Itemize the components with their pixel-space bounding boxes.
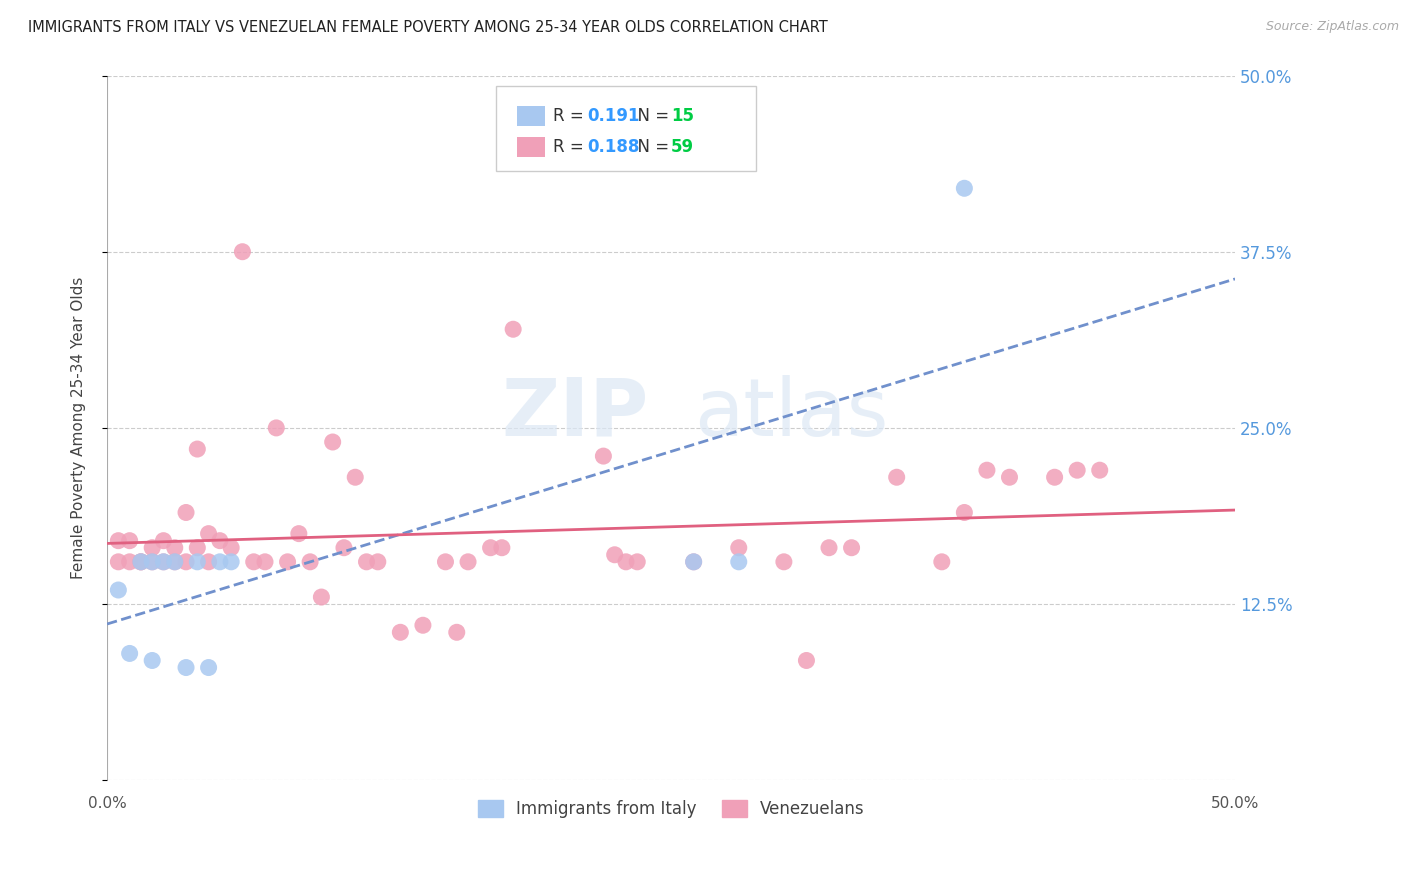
Point [953, 506, 976, 520]
Point [174, 660, 197, 674]
Point [186, 541, 208, 555]
Point [107, 533, 129, 548]
Point [152, 555, 174, 569]
Point [727, 555, 749, 569]
Point [682, 555, 704, 569]
Point [356, 555, 378, 569]
Point [446, 625, 468, 640]
Point [118, 647, 141, 661]
Point [242, 555, 264, 569]
Point [208, 555, 231, 569]
Point [389, 625, 412, 640]
Point [129, 555, 152, 569]
FancyBboxPatch shape [496, 87, 755, 170]
Point [186, 442, 208, 456]
Point [1066, 463, 1088, 477]
Point [141, 555, 163, 569]
Point [163, 555, 186, 569]
Point [197, 526, 219, 541]
Point [344, 470, 367, 484]
Point [208, 533, 231, 548]
Text: N =: N = [627, 137, 675, 156]
Point [129, 555, 152, 569]
Point [264, 421, 287, 435]
Text: Source: ZipAtlas.com: Source: ZipAtlas.com [1265, 20, 1399, 33]
Text: 0.191: 0.191 [588, 107, 640, 125]
Legend: Immigrants from Italy, Venezuelans: Immigrants from Italy, Venezuelans [471, 793, 872, 825]
Point [412, 618, 434, 632]
Point [457, 555, 479, 569]
Point [219, 541, 242, 555]
Point [796, 653, 818, 667]
Point [288, 526, 311, 541]
Point [491, 541, 513, 555]
Point [152, 555, 174, 569]
Point [603, 548, 626, 562]
Point [1043, 470, 1066, 484]
Point [311, 590, 333, 604]
Point [231, 244, 253, 259]
Text: R =: R = [553, 107, 589, 125]
Point [277, 555, 299, 569]
Point [152, 533, 174, 548]
Point [253, 555, 276, 569]
Point [163, 555, 186, 569]
Point [141, 653, 163, 667]
Point [434, 555, 457, 569]
Point [841, 541, 863, 555]
Point [141, 541, 163, 555]
Point [1088, 463, 1111, 477]
FancyBboxPatch shape [516, 136, 544, 157]
Point [163, 541, 186, 555]
Point [107, 582, 129, 597]
Text: R =: R = [553, 137, 589, 156]
Point [299, 555, 322, 569]
Point [727, 541, 749, 555]
Text: atlas: atlas [693, 375, 889, 453]
Point [614, 555, 637, 569]
Point [197, 555, 219, 569]
Point [773, 555, 796, 569]
Point [107, 555, 129, 569]
Y-axis label: Female Poverty Among 25-34 Year Olds: Female Poverty Among 25-34 Year Olds [72, 277, 86, 579]
Point [129, 555, 152, 569]
Point [953, 181, 976, 195]
Point [682, 555, 704, 569]
Point [219, 555, 242, 569]
Text: IMMIGRANTS FROM ITALY VS VENEZUELAN FEMALE POVERTY AMONG 25-34 YEAR OLDS CORRELA: IMMIGRANTS FROM ITALY VS VENEZUELAN FEMA… [28, 20, 828, 35]
Point [626, 555, 648, 569]
Point [976, 463, 998, 477]
Point [174, 506, 197, 520]
Text: ZIP: ZIP [502, 375, 648, 453]
Point [197, 660, 219, 674]
Point [886, 470, 908, 484]
Point [333, 541, 356, 555]
Point [174, 555, 197, 569]
Point [141, 555, 163, 569]
Point [818, 541, 841, 555]
Point [322, 435, 344, 450]
Text: N =: N = [627, 107, 675, 125]
Text: 59: 59 [671, 137, 695, 156]
Point [931, 555, 953, 569]
Point [502, 322, 524, 336]
Point [998, 470, 1021, 484]
Point [592, 449, 614, 463]
Point [479, 541, 502, 555]
FancyBboxPatch shape [516, 106, 544, 126]
Point [118, 555, 141, 569]
Point [186, 555, 208, 569]
Point [367, 555, 389, 569]
Text: 0.188: 0.188 [588, 137, 640, 156]
Text: 15: 15 [671, 107, 695, 125]
Point [118, 533, 141, 548]
